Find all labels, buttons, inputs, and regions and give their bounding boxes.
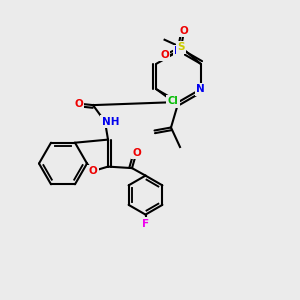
- Text: O: O: [88, 166, 98, 176]
- Text: O: O: [74, 99, 83, 109]
- Text: N: N: [196, 84, 205, 94]
- Text: Cl: Cl: [167, 96, 178, 106]
- Text: O: O: [180, 26, 188, 36]
- Text: O: O: [132, 148, 141, 158]
- Text: S: S: [177, 42, 185, 52]
- Text: N: N: [174, 46, 183, 56]
- Text: NH: NH: [102, 117, 119, 127]
- Text: O: O: [160, 50, 169, 60]
- Text: F: F: [142, 219, 149, 229]
